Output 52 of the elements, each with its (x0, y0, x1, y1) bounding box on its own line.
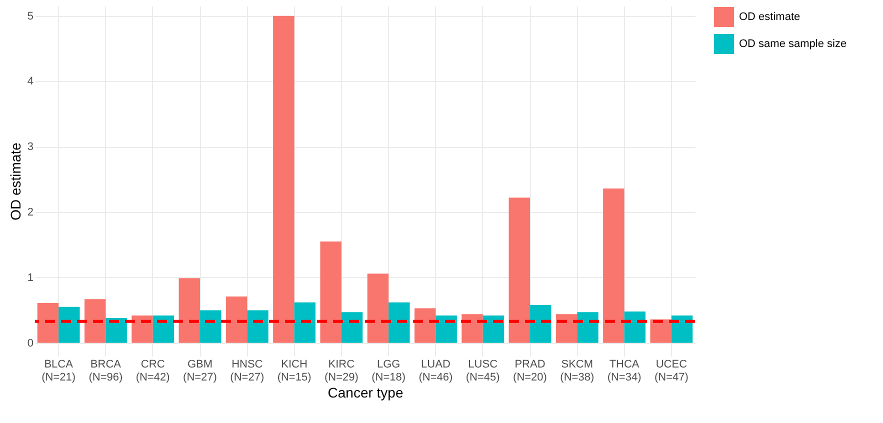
bar (200, 310, 222, 343)
bar (367, 274, 389, 343)
x-tick-label: BLCA (N=21) (42, 358, 76, 384)
y-tick-label: 2 (27, 206, 34, 219)
x-tick-label: PRAD (N=20) (513, 358, 547, 384)
bar (178, 278, 200, 343)
x-tick-label: HNSC (N=27) (230, 358, 264, 384)
bar (152, 315, 174, 343)
bar (84, 299, 106, 343)
bar (530, 304, 552, 343)
bar (508, 198, 530, 343)
x-tick-label: CRC (N=42) (136, 358, 170, 384)
x-tick-label: BRCA (N=96) (88, 358, 123, 384)
bar (388, 302, 410, 343)
bar (462, 314, 483, 343)
bar (482, 315, 504, 343)
bar (226, 296, 248, 343)
bar (294, 302, 316, 343)
legend-label: OD estimate (739, 11, 800, 23)
bar (106, 318, 127, 343)
x-tick-label: LUSC (N=45) (466, 358, 500, 384)
x-tick-label: LGG (N=18) (372, 358, 406, 384)
bar (37, 303, 59, 343)
bar (671, 315, 693, 343)
y-tick-label: 1 (27, 272, 34, 284)
y-tick-label: 3 (27, 141, 34, 154)
bar (624, 312, 646, 343)
bar (414, 308, 436, 343)
x-tick-label: KICH (N=15) (277, 358, 312, 384)
x-tick-label: THCA (N=34) (607, 358, 642, 384)
x-tick-label: KIRC (N=29) (324, 358, 358, 384)
y-axis-title: OD estimate (7, 142, 24, 220)
y-tick-label: 5 (27, 10, 34, 22)
y-tick-label: 4 (27, 76, 34, 88)
legend-label: OD same sample size (739, 38, 847, 50)
bar (58, 306, 80, 343)
bar (320, 242, 342, 343)
x-tick-label: UCEC (N=47) (654, 358, 688, 384)
x-tick-label: SKCM (N=38) (560, 358, 594, 384)
bar (273, 16, 294, 343)
bar (132, 315, 153, 343)
bar (341, 312, 363, 343)
x-tick-label: LUAD (N=46) (418, 358, 453, 384)
y-tick-label: 0 (27, 337, 34, 350)
x-axis-title: Cancer type (328, 384, 404, 400)
bar (650, 319, 672, 343)
x-tick-label: GBM (N=27) (183, 358, 217, 384)
bar (247, 310, 268, 343)
bar (577, 312, 598, 343)
bar (556, 314, 578, 343)
bar (603, 188, 624, 343)
bar (436, 315, 457, 343)
